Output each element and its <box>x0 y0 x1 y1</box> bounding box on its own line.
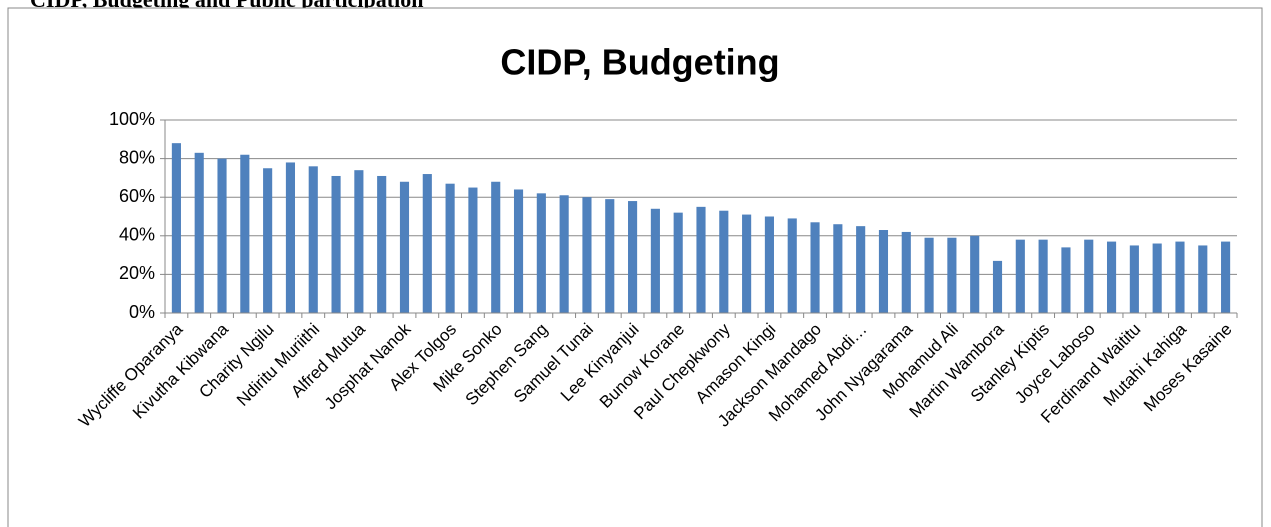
bar <box>422 174 432 313</box>
y-tick-label: 60% <box>119 186 155 206</box>
bar <box>1038 239 1048 313</box>
bar <box>399 181 410 313</box>
bar <box>719 210 729 313</box>
bar <box>901 231 911 313</box>
bar <box>285 162 296 313</box>
bar <box>1129 245 1139 313</box>
bar <box>696 206 706 313</box>
bar <box>171 143 181 313</box>
bar <box>1061 247 1071 313</box>
bar <box>582 197 592 313</box>
bar <box>856 226 866 313</box>
bar <box>1084 239 1094 313</box>
bar <box>878 230 889 313</box>
bar <box>217 158 227 313</box>
bar <box>1015 239 1025 313</box>
y-tick-label: 40% <box>119 225 155 245</box>
y-tick-label: 100% <box>109 109 155 129</box>
bar <box>742 214 752 313</box>
bar <box>445 183 455 313</box>
bar <box>263 168 273 313</box>
bar <box>513 189 524 313</box>
bar <box>970 235 980 313</box>
bar <box>468 187 478 313</box>
bar <box>650 208 660 313</box>
bar <box>924 237 934 313</box>
bar <box>1198 245 1208 313</box>
bar <box>240 154 250 313</box>
bar <box>992 260 1003 313</box>
bar <box>673 212 683 313</box>
bar <box>764 216 774 313</box>
y-tick-label: 20% <box>119 263 155 283</box>
bar <box>947 237 957 313</box>
bar <box>787 218 797 313</box>
bar <box>1221 241 1231 313</box>
y-tick-label: 80% <box>119 147 155 167</box>
bar <box>1106 241 1117 313</box>
bar <box>491 181 501 313</box>
bar <box>194 152 204 313</box>
bar <box>354 170 364 313</box>
bar <box>605 199 615 313</box>
bar <box>833 224 843 313</box>
bar <box>1152 243 1162 313</box>
y-tick-label: 0% <box>129 302 155 322</box>
bar <box>559 195 569 313</box>
chart-title: CIDP, Budgeting <box>500 42 779 83</box>
bar <box>536 193 546 313</box>
bar <box>377 175 387 313</box>
bar <box>308 166 318 313</box>
bar <box>331 175 341 313</box>
bar <box>810 222 820 313</box>
bar <box>628 201 638 313</box>
bar <box>1175 241 1185 313</box>
